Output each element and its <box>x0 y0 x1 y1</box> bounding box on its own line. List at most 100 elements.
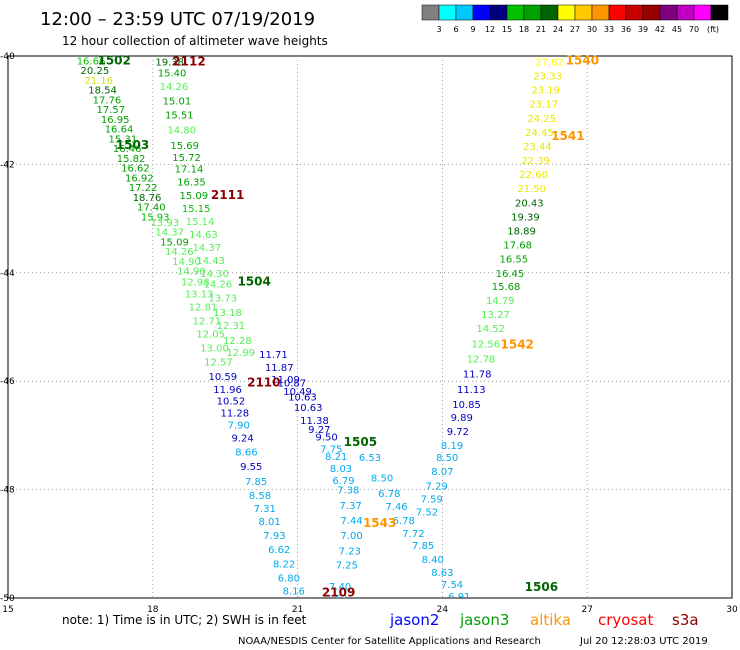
wave-height-label: 6.78 <box>378 489 400 500</box>
satellite-legend-jason2: jason2 <box>389 611 439 629</box>
wave-height-label: 8.16 <box>283 586 305 597</box>
wave-height-label: 12.81 <box>189 302 218 313</box>
wave-height-label: 7.31 <box>254 504 276 515</box>
wave-height-label: 16.46 <box>113 144 142 155</box>
colorbar-swatch <box>676 4 695 21</box>
wave-height-label: 12.56 <box>472 339 501 350</box>
wave-height-label: 18.54 <box>88 86 117 97</box>
wave-height-label: 14.26 <box>204 280 233 291</box>
footer-timestamp: Jul 20 12:28:03 UTC 2019 <box>579 636 708 647</box>
wave-height-label: 8.50 <box>436 453 458 464</box>
wave-height-label: 11.71 <box>259 350 288 361</box>
x-tick-label: 15 <box>2 605 13 615</box>
wave-height-label: 7.85 <box>245 477 267 488</box>
colorbar-tick-label: 12 <box>485 25 495 34</box>
wave-height-label: 7.85 <box>412 541 434 552</box>
wave-height-label: 17.68 <box>503 241 532 252</box>
colorbar: 3 6 9 12 15 18 21 24 27 30 33 36 39 42 45 70 (ft) <box>421 4 729 34</box>
wave-height-label: 12.78 <box>467 354 496 365</box>
y-tick-label: -50 <box>0 594 15 604</box>
colorbar-tick-label: 9 <box>470 25 475 34</box>
colorbar-swatch <box>608 4 627 21</box>
wave-height-label: 24.45 <box>525 128 554 139</box>
satellite-legend: jason2 jason3 altika cryosat s3a <box>389 611 699 629</box>
wave-height-label: 9.72 <box>447 427 469 438</box>
colorbar-tick-label: 27 <box>570 25 580 34</box>
wave-height-label: 7.93 <box>263 531 285 542</box>
colorbar-tick-label: 42 <box>655 25 665 34</box>
wave-height-label: 18.89 <box>507 227 536 238</box>
y-tick-label: -44 <box>0 269 15 279</box>
chart-subtitle: 12 hour collection of altimeter wave hei… <box>62 34 328 48</box>
wave-height-label: 12.99 <box>226 348 255 359</box>
wave-height-label: 15.93 <box>141 212 170 223</box>
wave-height-label: 15.14 <box>186 217 215 228</box>
colorbar-tick-label: 33 <box>604 25 614 34</box>
satellite-legend-altika: altika <box>530 611 571 629</box>
wave-height-label: 6.78 <box>393 516 415 527</box>
colorbar-swatch <box>506 4 525 21</box>
wave-height-label: 9.24 <box>231 434 253 445</box>
colorbar-swatch <box>523 4 542 21</box>
wave-height-label: 15.68 <box>492 282 521 293</box>
wave-height-label: 14.43 <box>196 256 225 267</box>
wave-height-label: 8.66 <box>235 448 257 459</box>
footer-note: note: 1) Time is in UTC; 2) SWH is in fe… <box>62 613 307 627</box>
colorbar-swatch <box>540 4 559 21</box>
wave-height-label: 8.01 <box>258 517 280 528</box>
colorbar-unit: (ft) <box>707 25 719 34</box>
wave-height-label: 14.26 <box>165 247 194 258</box>
wave-height-label: 9.55 <box>240 462 262 473</box>
plot-area: 15 18 21 24 27 30 -40 -42 -44 -46 -48 -50 16.6620.25… <box>0 52 738 615</box>
wave-height-label: 8.19 <box>441 441 463 452</box>
satellite-legend-s3a: s3a <box>672 611 699 629</box>
wave-height-label: 8.22 <box>273 559 295 570</box>
y-tick-label: -42 <box>0 160 15 170</box>
wave-height-label: 6.79 <box>332 476 354 487</box>
wave-height-label: 11.38 <box>300 416 329 427</box>
pass-number-label: 1503 <box>116 138 149 152</box>
footer-credit: NOAA/NESDIS Center for Satellite Applica… <box>238 636 541 647</box>
wave-height-label: 15.01 <box>163 96 192 107</box>
wave-height-label: 15.15 <box>182 204 211 215</box>
colorbar-tick-label: 45 <box>672 25 682 34</box>
wave-height-label: 15.51 <box>165 111 194 122</box>
wave-height-label: 10.63 <box>294 403 323 414</box>
colorbar-swatch <box>659 4 678 21</box>
wave-height-label: 17.40 <box>137 203 166 214</box>
colorbar-swatch <box>489 4 508 21</box>
pass-number-label: 2112 <box>172 54 205 68</box>
wave-height-label: 21.50 <box>517 184 546 195</box>
wave-height-label: 16.62 <box>121 164 150 175</box>
colorbar-swatch <box>421 4 440 21</box>
colorbar-tick-label: 39 <box>638 25 648 34</box>
colorbar-tick-label: 30 <box>587 25 597 34</box>
wave-height-label: 11.96 <box>213 385 242 396</box>
wave-height-label: 11.09 <box>271 375 300 386</box>
wave-height-label: 9.50 <box>315 432 337 443</box>
y-tick-label: -48 <box>0 486 15 496</box>
pass-number-label: 2109 <box>322 586 355 600</box>
wave-height-label: 8.50 <box>371 474 393 485</box>
wave-height-label: 9.27 <box>308 425 330 436</box>
wave-height-label: 7.90 <box>228 421 250 432</box>
wave-height-label: 8.07 <box>431 467 453 478</box>
colorbar-tick-label: 15 <box>502 25 512 34</box>
wave-height-label: 10.49 <box>283 387 312 398</box>
wave-height-label: 20.43 <box>515 198 544 209</box>
wave-height-label: 11.13 <box>457 385 486 396</box>
colorbar-tick-label: 3 <box>436 25 441 34</box>
wave-height-label: 11.78 <box>463 370 492 381</box>
colorbar-swatch <box>557 4 576 21</box>
wave-height-label: 14.30 <box>200 269 229 280</box>
pass-number-label: 1502 <box>97 53 130 67</box>
wave-height-label: 11.28 <box>221 409 250 420</box>
wave-height-label: 17.76 <box>93 95 122 106</box>
wave-height-label: 22.39 <box>521 156 550 167</box>
wave-height-label: 23.17 <box>529 100 558 111</box>
wave-height-label: 15.72 <box>172 153 201 164</box>
wave-height-label: 14.37 <box>193 243 222 254</box>
chart-title: 12:00 – 23:59 UTC 07/19/2019 <box>40 9 315 30</box>
colorbar-swatch <box>455 4 474 21</box>
